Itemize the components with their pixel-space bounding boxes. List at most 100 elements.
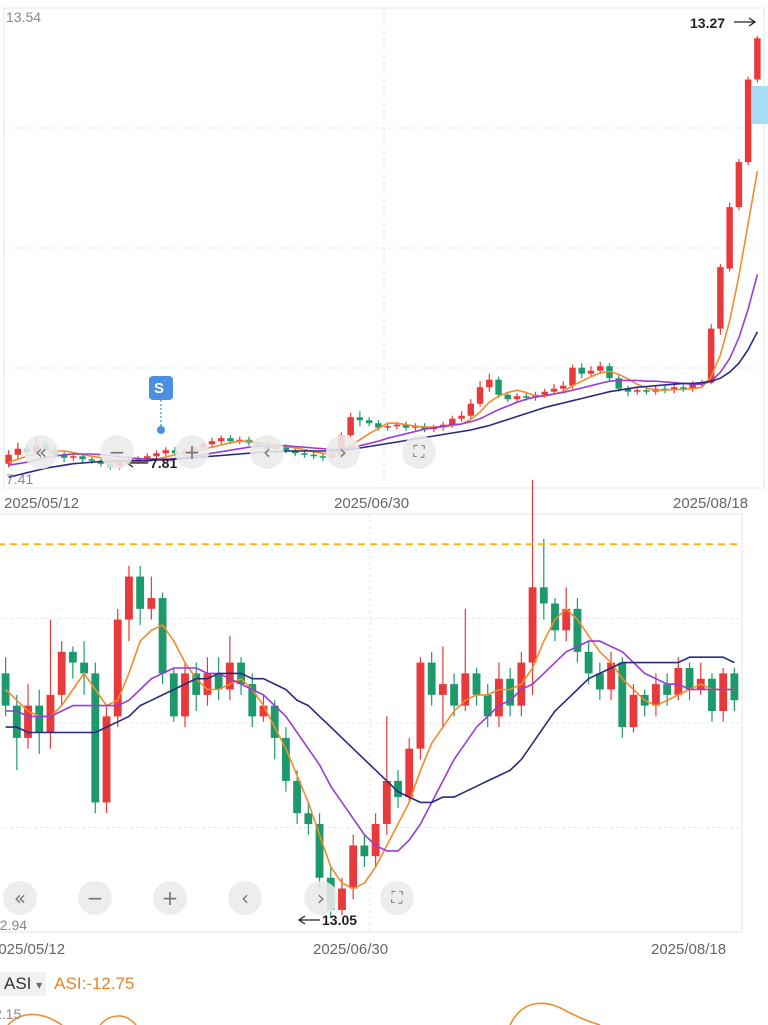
mid-candle-body [24,705,32,738]
top-next-button[interactable]: › [326,435,360,469]
top-candle-body [319,456,327,458]
top-candle-body [14,448,22,455]
top-candle-body [578,367,585,374]
mid-candle-body [293,780,302,814]
middle-prev-button[interactable]: ‹ [228,881,262,915]
top-candle-body [643,390,650,392]
mid-candle-body [315,823,324,878]
middle-price-chart[interactable]: 12.94 2025/05/12 2025/06/30 2025/08/18 1… [0,0,768,980]
top-candle-body [208,441,216,445]
top-price-chart[interactable]: 13.54 7.41 2025/05/12 2025/06/30 2025/08… [0,0,768,520]
mid-candle-body [1,673,10,706]
mid-candle-body [674,667,683,695]
top-candle-body [282,447,290,451]
middle-zoom-in-button[interactable]: + [153,881,187,915]
top-candle-body [356,417,364,421]
top-price-tag [752,86,768,124]
top-candle-body [550,388,558,392]
middle-x-start-label: 2025/05/12 [0,941,65,958]
middle-fullscreen-button[interactable]: ⛶ [380,881,414,915]
mid-candle-body [595,673,604,690]
mid-candle-body [416,662,425,749]
mid-candle-body [730,673,739,701]
middle-zoom-out-button[interactable]: − [78,881,112,915]
top-candle-body [347,417,354,436]
top-candle-body [513,396,521,400]
mid-candle-body [225,662,234,690]
top-candle-body [365,420,373,424]
top-candle-body [384,426,391,428]
mid-candle-body [629,694,638,728]
top-y-max-label: 13.54 [6,9,41,25]
mid-candle-body [394,780,402,798]
top-candle-body [587,370,595,374]
mid-candle-body [483,694,492,717]
mid-candle-body [113,619,122,717]
top-high-annotation: 13.27 [690,15,725,31]
top-fullscreen-button[interactable]: ⛶ [402,435,436,469]
top-candle-body [744,79,752,163]
asi-series-line [7,1002,601,1025]
top-zoom-in-button[interactable]: + [175,435,209,469]
top-candle-body [217,438,225,442]
mid-candle-body [607,662,615,690]
middle-next-button[interactable]: › [304,881,338,915]
mid-ma-short-line [5,607,735,890]
mid-candle-body [203,673,212,695]
mid-candle-body [248,684,257,717]
mid-candle-body [551,603,559,631]
top-candle-body [486,379,493,388]
mid-candle-body [338,888,346,911]
mid-candle-body [573,608,582,652]
mid-candle-body [12,705,21,738]
mid-candle-body [719,673,728,712]
indicator-selector[interactable]: ASI ▾ [0,972,47,996]
middle-low-arrowhead [297,915,306,925]
top-candle-body [495,379,502,395]
top-candle-body [458,415,465,419]
top-candle-body [310,454,317,457]
top-candle-body [624,388,632,392]
top-ma-lines [8,170,759,478]
mid-candle-body [102,716,111,803]
mid-candle-body [35,705,44,733]
top-high-arrowhead [748,17,757,27]
top-candle-body [227,438,234,442]
top-candle-body [162,450,170,454]
top-candle-body [402,424,410,428]
top-grid [3,7,765,489]
mid-candle-body [450,684,459,706]
middle-annotations [0,543,742,925]
mid-candle-body [91,673,100,803]
top-ma-mid-line [8,274,759,466]
mid-candle-body [57,651,66,695]
signal-marker-label: S [154,380,164,397]
top-candle-body [615,378,622,389]
mid-candle-body [281,737,290,781]
middle-ma-lines [5,607,735,890]
top-candle-body [735,162,743,208]
top-candle-body [726,207,733,269]
middle-candles [1,479,739,919]
mid-candle-body [382,780,391,824]
top-y-min-label: 7.41 [6,471,33,487]
middle-x-mid-label: 2025/06/30 [313,941,388,958]
asi-line [7,1002,601,1025]
top-zoom-out-button[interactable]: − [100,435,134,469]
mid-candle-body [472,673,481,695]
mid-candle-body [158,598,167,674]
middle-low-annotation: 13.05 [322,912,357,928]
mid-candle-body [528,587,537,663]
top-candle-body [541,391,549,395]
top-prev-button[interactable]: ‹ [250,435,284,469]
top-candle-body [504,394,512,400]
mid-candle-body [663,684,672,695]
middle-rewind-button[interactable]: « [3,881,37,915]
middle-y-min-label: 12.94 [0,917,27,933]
mid-candle-body [349,845,358,889]
top-rewind-button[interactable]: « [24,435,58,469]
mid-candle-body [169,673,178,717]
mid-candle-body [461,673,470,706]
mid-candle-body [405,748,414,798]
mid-candle-body [708,678,716,712]
